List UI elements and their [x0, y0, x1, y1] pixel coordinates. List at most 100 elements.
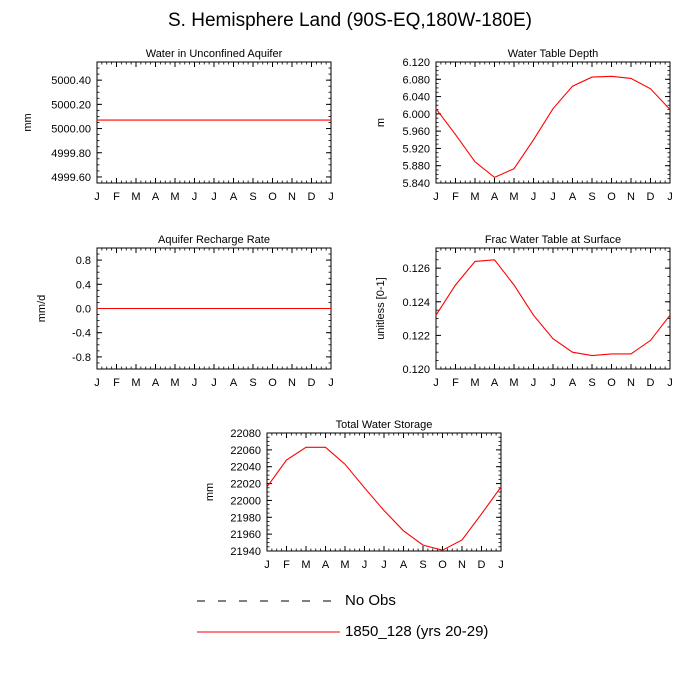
- panel1-x-tick-label: J: [211, 191, 217, 203]
- panel5-x-tick-label: M: [340, 559, 349, 571]
- panel4-x-tick-label: M: [509, 377, 518, 389]
- panel5-x-tick-label: A: [400, 559, 408, 571]
- panel2-y-tick-label: 6.080: [402, 74, 430, 86]
- panel4-x-tick-label: O: [607, 377, 616, 389]
- panel1-x-tick-label: J: [94, 191, 100, 203]
- panel5-x-tick-label: J: [362, 559, 368, 571]
- panel2-x-tick-label: J: [433, 191, 439, 203]
- panel1-y-tick-label: 4999.60: [51, 172, 91, 184]
- panel2-y-tick-label: 6.120: [402, 57, 430, 69]
- panel5-y-tick-label: 22000: [230, 495, 261, 507]
- panel4-x-tick-label: N: [627, 377, 635, 389]
- panel4-y-tick-label: 0.120: [402, 364, 430, 376]
- panel4-x-tick-label: D: [647, 377, 655, 389]
- panel5-x-tick-label: J: [381, 559, 387, 571]
- panel2-x-tick-label: N: [627, 191, 635, 203]
- panel1-x-tick-label: A: [230, 191, 238, 203]
- panel4-x-tick-label: M: [470, 377, 479, 389]
- panel5-y-tick-label: 21940: [230, 546, 261, 558]
- panel3-x-tick-label: M: [170, 377, 179, 389]
- panel1-title: Water in Unconfined Aquifer: [146, 48, 283, 60]
- panel2-x-tick-label: A: [491, 191, 499, 203]
- panel4-x-tick-label: J: [667, 377, 673, 389]
- panel1-x-tick-label: M: [131, 191, 140, 203]
- panel3-x-tick-label: N: [288, 377, 296, 389]
- panel4-x-tick-label: J: [550, 377, 556, 389]
- panel4-x-tick-label: S: [588, 377, 595, 389]
- panel3-y-axis-label: mm/d: [36, 295, 48, 323]
- panel2-x-tick-label: A: [569, 191, 577, 203]
- panel5-x-tick-label: J: [264, 559, 270, 571]
- panel3-title: Aquifer Recharge Rate: [158, 234, 270, 246]
- panel2-x-tick-label: J: [550, 191, 556, 203]
- panel2-x-tick-label: M: [470, 191, 479, 203]
- panel2-x-tick-label: O: [607, 191, 616, 203]
- panel3-x-tick-label: J: [94, 377, 100, 389]
- panel1-y-tick-label: 5000.20: [51, 99, 91, 111]
- panel3-y-tick-label: -0.4: [72, 328, 91, 340]
- panel5-x-tick-label: F: [283, 559, 290, 571]
- panel3-x-tick-label: S: [249, 377, 256, 389]
- panel2-y-tick-label: 5.920: [402, 143, 430, 155]
- panel3-y-tick-label: -0.8: [72, 352, 91, 364]
- panel2-y-tick-label: 5.840: [402, 178, 430, 190]
- panel5-title: Total Water Storage: [336, 419, 433, 431]
- panel4-y-tick-label: 0.126: [402, 263, 430, 275]
- panel4-title: Frac Water Table at Surface: [485, 234, 621, 246]
- panel5-x-tick-label: O: [438, 559, 447, 571]
- panel2-y-axis-label: m: [375, 118, 387, 127]
- panel2-y-tick-label: 5.880: [402, 161, 430, 173]
- panel5-x-tick-label: S: [419, 559, 426, 571]
- panel5-y-tick-label: 22020: [230, 479, 261, 491]
- panel5-y-tick-label: 22060: [230, 445, 261, 457]
- panel3-y-tick-label: 0.0: [76, 304, 91, 316]
- panel1-x-tick-label: F: [113, 191, 120, 203]
- panel4-x-tick-label: J: [531, 377, 537, 389]
- panel1-x-tick-label: D: [308, 191, 316, 203]
- panel2-x-tick-label: J: [667, 191, 673, 203]
- panel5-x-tick-label: M: [301, 559, 310, 571]
- panel2-x-tick-label: J: [531, 191, 537, 203]
- panel1-y-tick-label: 5000.00: [51, 124, 91, 136]
- panel5-y-tick-label: 22080: [230, 428, 261, 440]
- panel5-y-tick-label: 21980: [230, 512, 261, 524]
- panel2-series-line: [435, 75, 671, 179]
- panel4-y-tick-label: 0.124: [402, 297, 430, 309]
- panel3-x-tick-label: F: [113, 377, 120, 389]
- panel5-x-tick-label: J: [498, 559, 504, 571]
- panel2-x-tick-label: F: [452, 191, 459, 203]
- panel1-x-tick-label: J: [328, 191, 334, 203]
- panel2-title: Water Table Depth: [508, 48, 599, 60]
- panel4-y-tick-label: 0.122: [402, 330, 430, 342]
- panel4-x-tick-label: A: [569, 377, 577, 389]
- panel3-x-tick-label: A: [152, 377, 160, 389]
- panel3-x-tick-label: M: [131, 377, 140, 389]
- panel4-y-axis-label: unitless [0-1]: [375, 277, 387, 339]
- panel1-y-tick-label: 4999.80: [51, 148, 91, 160]
- panel4-x-tick-label: A: [491, 377, 499, 389]
- panel1-x-tick-label: J: [192, 191, 198, 203]
- panel1-plot-frame: [96, 61, 332, 184]
- panel5-series-line: [266, 446, 502, 551]
- panel3-x-tick-label: J: [192, 377, 198, 389]
- panel2-x-tick-label: M: [509, 191, 518, 203]
- panel5-y-tick-label: 22040: [230, 462, 261, 474]
- panel2-x-tick-label: S: [588, 191, 595, 203]
- panel1-x-tick-label: A: [152, 191, 160, 203]
- panel2-y-tick-label: 6.000: [402, 109, 430, 121]
- panel3-y-tick-label: 0.8: [76, 255, 91, 267]
- panel3-x-tick-label: D: [308, 377, 316, 389]
- legend-label-model: 1850_128 (yrs 20-29): [345, 623, 489, 640]
- panel1-y-axis-label: mm: [22, 113, 34, 131]
- figure-title: S. Hemisphere Land (90S-EQ,180W-180E): [168, 10, 532, 31]
- panel3-y-tick-label: 0.4: [76, 279, 91, 291]
- panel5-y-axis-label: mm: [204, 483, 216, 501]
- panel4-x-tick-label: J: [433, 377, 439, 389]
- panel5-x-tick-label: N: [458, 559, 466, 571]
- panel2-y-tick-label: 6.040: [402, 92, 430, 104]
- panel4-series-line: [435, 259, 671, 357]
- panel1-y-tick-label: 5000.40: [51, 75, 91, 87]
- panel5-x-tick-label: D: [478, 559, 486, 571]
- panel2-x-tick-label: D: [647, 191, 655, 203]
